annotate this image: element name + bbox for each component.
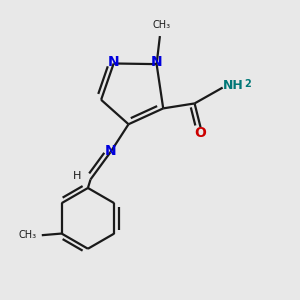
Text: CH₃: CH₃ bbox=[19, 230, 37, 240]
Text: N: N bbox=[151, 56, 162, 70]
Text: 2: 2 bbox=[244, 79, 251, 89]
Text: H: H bbox=[73, 171, 81, 181]
Text: NH: NH bbox=[223, 80, 244, 92]
Text: O: O bbox=[195, 126, 206, 140]
Text: CH₃: CH₃ bbox=[152, 20, 171, 30]
Text: N: N bbox=[105, 144, 116, 158]
Text: N: N bbox=[108, 55, 119, 69]
